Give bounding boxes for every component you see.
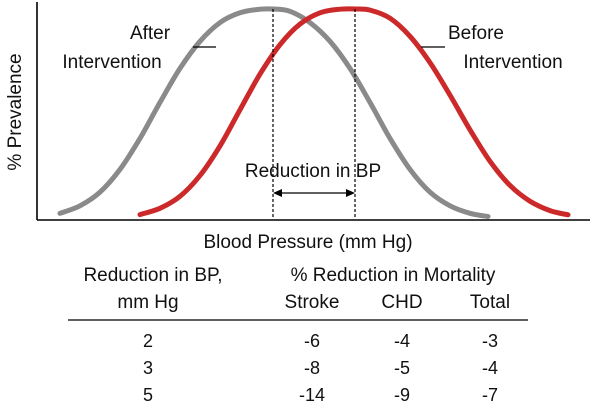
table-cell-chd: -4 xyxy=(394,331,410,351)
table-cell-stroke: -14 xyxy=(299,385,325,405)
series-label-before-line1: Before xyxy=(448,23,504,44)
y-axis-label: % Prevalence xyxy=(5,53,26,170)
x-axis-label: Blood Pressure (mm Hg) xyxy=(203,232,412,253)
table-column-total: Total xyxy=(470,292,510,313)
table-cell-stroke: -6 xyxy=(304,331,320,351)
table-header-mortality: % Reduction in Mortality xyxy=(291,265,496,286)
series-label-before-line2: Intervention xyxy=(463,52,562,73)
table-column-stroke: Stroke xyxy=(285,292,340,313)
series-label-after-line1: After xyxy=(130,23,171,44)
table-row: 2 -6 -4 -3 xyxy=(143,331,498,351)
table-header-reduction-line2: mm Hg xyxy=(117,292,178,313)
annotation-reduction-in-bp: Reduction in BP xyxy=(245,161,381,182)
table-cell-total: -7 xyxy=(482,385,498,405)
table-cell-chd: -9 xyxy=(394,385,410,405)
series-label-after: After Intervention xyxy=(62,23,216,73)
series-label-before: Before Intervention xyxy=(421,23,563,73)
table-cell-reduction: 3 xyxy=(143,358,153,378)
table-cell-total: -3 xyxy=(482,331,498,351)
mortality-table: Reduction in BP, mm Hg % Reduction in Mo… xyxy=(68,265,528,405)
table-cell-total: -4 xyxy=(482,358,498,378)
table-column-chd: CHD xyxy=(381,292,422,313)
table-row: 3 -8 -5 -4 xyxy=(143,358,498,378)
series-label-after-line2: Intervention xyxy=(62,52,161,73)
table-cell-reduction: 5 xyxy=(143,385,153,405)
table-header-reduction-line1: Reduction in BP, xyxy=(83,265,222,286)
series-line-after-intervention xyxy=(57,6,491,219)
reduction-arrow xyxy=(273,189,355,197)
table-cell-stroke: -8 xyxy=(304,358,320,378)
table-row: 5 -14 -9 -7 xyxy=(143,385,498,405)
table-cell-reduction: 2 xyxy=(143,331,153,351)
table-cell-chd: -5 xyxy=(394,358,410,378)
